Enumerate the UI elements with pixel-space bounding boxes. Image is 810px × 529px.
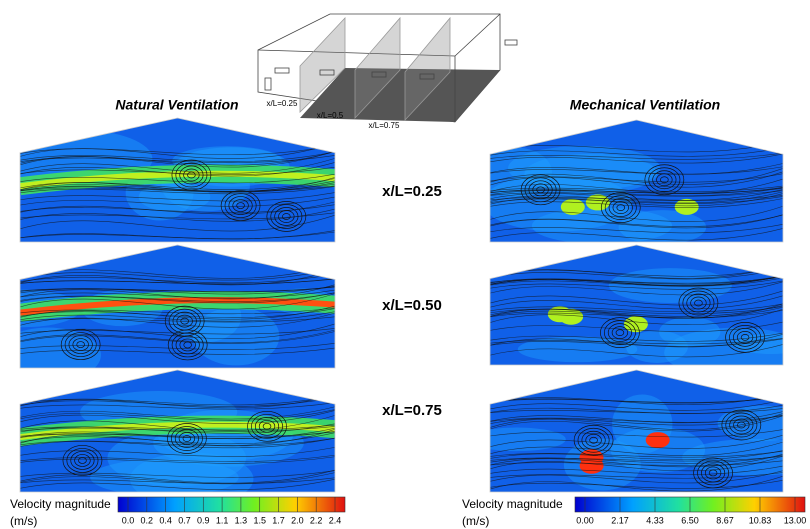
colorbar-tick-label: 0.9 [197,515,210,525]
colorbar-tick-label: 13.00 [784,515,807,525]
right-title: Mechanical Ventilation [570,97,720,113]
top-label: x/L=0.75 [369,121,400,130]
colorbars: Velocity magnitude (m/s) 0.0 0.2 0.4 0.7 0.9 1.… [10,497,806,528]
velocity-region [468,428,566,452]
colorbar-tick-label: 2.2 [310,515,323,525]
colorbar-tick-label: 0.00 [576,515,594,525]
velocity-region [508,146,660,191]
contour-panel [20,370,335,506]
colorbar-tick-label: 2.4 [329,515,342,525]
section-label: x/L=0.75 [382,402,442,419]
colorbar-tick-label: 8.67 [716,515,734,525]
colorbar-tick-label: 1.5 [253,515,266,525]
hot-spot [646,432,670,448]
colorbar-tick-label: 4.33 [646,515,664,525]
section-label: x/L=0.25 [382,183,442,200]
colorbar-tick-label: 2.17 [611,515,629,525]
top-label: x/L=0.25 [267,99,298,108]
colorbar-title: Velocity magnitude [462,497,563,511]
hot-spot [548,306,572,322]
colorbar-tick-label: 1.1 [216,515,229,525]
contour-panel [0,245,335,382]
colorbar-tick-label: 0.2 [141,515,154,525]
figure: x/L=0.25 x/L=0.5 x/L=0.75 Natural Ventil… [0,0,810,529]
contour-panel [0,118,335,242]
contour-panel [479,120,783,244]
colorbar-tick-label: 1.7 [272,515,285,525]
contour-panel [468,370,810,492]
colorbar-tick-label: 10.83 [749,515,772,525]
colorbar [118,497,345,512]
hot-spot [675,199,699,215]
hot-spot [586,194,610,210]
colorbar-tick-label: 0.0 [122,515,135,525]
colorbar-unit: (m/s) [10,514,37,528]
colorbar-tick-label: 1.3 [235,515,248,525]
colorbar-tick-label: 2.0 [291,515,304,525]
contour-panel [490,245,810,378]
colorbar-unit: (m/s) [462,514,489,528]
colorbar-tick-label: 6.50 [681,515,699,525]
section-label: x/L=0.50 [382,297,442,314]
top-label: x/L=0.5 [317,111,344,120]
colorbar-tick-label: 0.4 [159,515,172,525]
left-title: Natural Ventilation [115,97,238,113]
colorbar-tick-label: 0.7 [178,515,191,525]
colorbar-title: Velocity magnitude [10,497,111,511]
